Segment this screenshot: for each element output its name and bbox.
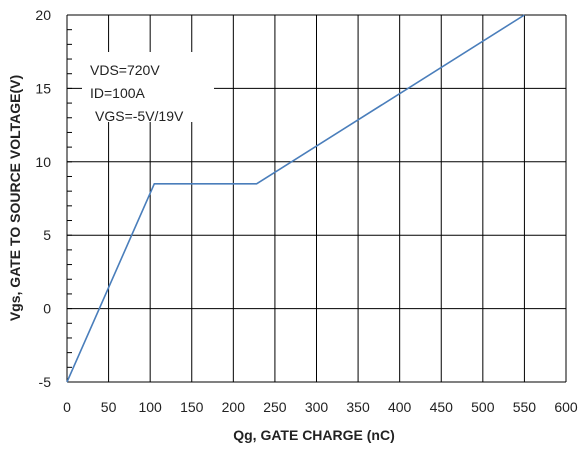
x-tick-label: 250 <box>263 399 287 415</box>
y-tick-label: 20 <box>35 7 51 23</box>
annotation-id: ID=100A <box>90 85 146 101</box>
x-axis-label: Qg, GATE CHARGE (nC) <box>233 427 395 443</box>
series-group <box>66 14 525 383</box>
annotation-box <box>82 52 214 122</box>
y-tick-label: -5 <box>39 374 52 390</box>
series-line <box>66 14 525 383</box>
x-tick-label: 500 <box>471 399 495 415</box>
y-tick-labels: -5 0 5 10 15 20 <box>35 7 51 390</box>
y-axis-label: Vgs, GATE TO SOURCE VOLTAGE(V) <box>7 75 23 321</box>
x-tick-label: 300 <box>305 399 329 415</box>
x-tick-label: 200 <box>222 399 246 415</box>
x-tick-label: 600 <box>554 399 578 415</box>
annotation-vds: VDS=720V <box>90 62 160 78</box>
x-tick-label: 450 <box>430 399 454 415</box>
x-tick-label: 0 <box>63 399 71 415</box>
x-tick-label: 50 <box>101 399 117 415</box>
y-tick-label: 15 <box>35 80 51 96</box>
x-tick-label: 400 <box>388 399 412 415</box>
x-tick-label: 350 <box>346 399 370 415</box>
x-tick-label: 550 <box>513 399 537 415</box>
x-tick-labels: 0 50 100 150 200 250 300 350 400 450 500 550 600 <box>63 399 578 415</box>
annotation-vgs: VGS=-5V/19V <box>95 108 184 124</box>
y-tick-label: 10 <box>35 154 51 170</box>
y-tick-label: 5 <box>43 227 51 243</box>
x-tick-label: 100 <box>138 399 162 415</box>
y-tick-label: 0 <box>43 301 51 317</box>
x-tick-label: 150 <box>180 399 204 415</box>
